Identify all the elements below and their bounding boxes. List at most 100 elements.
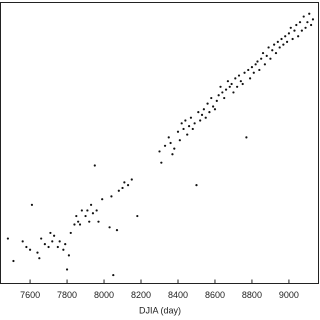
point (298, 21, 302, 24)
point (226, 80, 230, 83)
point (180, 122, 183, 125)
point (300, 29, 303, 32)
point (112, 273, 115, 277)
point (67, 254, 71, 257)
x-axis-label: DJIA (day) (139, 305, 181, 315)
point (223, 96, 226, 100)
point (295, 23, 298, 27)
point (213, 108, 217, 111)
point (258, 68, 261, 72)
point (215, 99, 218, 102)
point (84, 214, 87, 218)
point (221, 91, 224, 94)
point (256, 60, 259, 63)
point (108, 226, 111, 229)
point (269, 57, 272, 60)
point (236, 85, 239, 88)
point (115, 229, 119, 232)
point (234, 77, 237, 80)
point (12, 259, 15, 263)
point (197, 110, 200, 114)
point (239, 80, 242, 83)
point (285, 40, 289, 43)
x-tick-label: 9000 (279, 290, 299, 300)
point (160, 161, 163, 164)
point (302, 15, 305, 18)
point (38, 257, 41, 260)
point (69, 231, 72, 235)
point (121, 186, 124, 190)
point (21, 240, 24, 243)
point (204, 116, 207, 119)
point (117, 189, 120, 192)
point (284, 35, 287, 38)
point (199, 119, 202, 122)
point (51, 240, 54, 243)
point (230, 82, 233, 86)
x-tick-label: 8800 (242, 290, 262, 300)
point (95, 209, 98, 212)
point (261, 51, 265, 55)
point (311, 18, 315, 21)
point (195, 184, 198, 187)
point (252, 71, 255, 74)
point (274, 51, 278, 55)
point (130, 178, 133, 181)
point (93, 164, 96, 167)
point (248, 77, 252, 80)
plot-frame (0, 2, 319, 284)
point (191, 127, 194, 131)
point (210, 96, 213, 100)
point (97, 220, 100, 223)
point (189, 116, 193, 119)
point (304, 26, 307, 29)
point (36, 251, 39, 254)
point (306, 21, 309, 24)
point (212, 105, 215, 108)
x-tick-label: 8200 (131, 290, 151, 300)
point (169, 141, 172, 145)
point (291, 37, 294, 41)
point (237, 74, 241, 77)
point (173, 147, 176, 150)
point (73, 223, 76, 226)
point (278, 46, 281, 49)
point (6, 237, 9, 240)
point (208, 110, 211, 114)
point (263, 63, 266, 66)
x-tick-label: 8000 (94, 290, 114, 300)
point (64, 243, 67, 246)
point (202, 108, 205, 111)
point (217, 94, 220, 97)
point (287, 32, 291, 35)
point (40, 237, 43, 240)
x-tick-label: 8600 (205, 290, 225, 300)
point (91, 212, 95, 215)
point (88, 220, 91, 223)
point (158, 150, 161, 153)
point (171, 153, 174, 156)
point (110, 195, 113, 198)
point (182, 127, 185, 131)
point (184, 119, 187, 122)
point (167, 136, 170, 139)
point (62, 248, 65, 251)
point (30, 203, 34, 206)
point (65, 268, 69, 271)
point (176, 130, 180, 133)
point (228, 85, 231, 88)
point (276, 40, 279, 43)
point (310, 23, 313, 27)
point (25, 245, 28, 249)
point (178, 139, 181, 142)
point (75, 214, 78, 218)
point (86, 209, 89, 212)
point (206, 102, 209, 105)
point (43, 243, 46, 246)
point (56, 245, 59, 249)
point (273, 43, 276, 46)
point (101, 198, 104, 201)
point (78, 223, 82, 226)
point (77, 220, 80, 223)
point (260, 57, 263, 60)
